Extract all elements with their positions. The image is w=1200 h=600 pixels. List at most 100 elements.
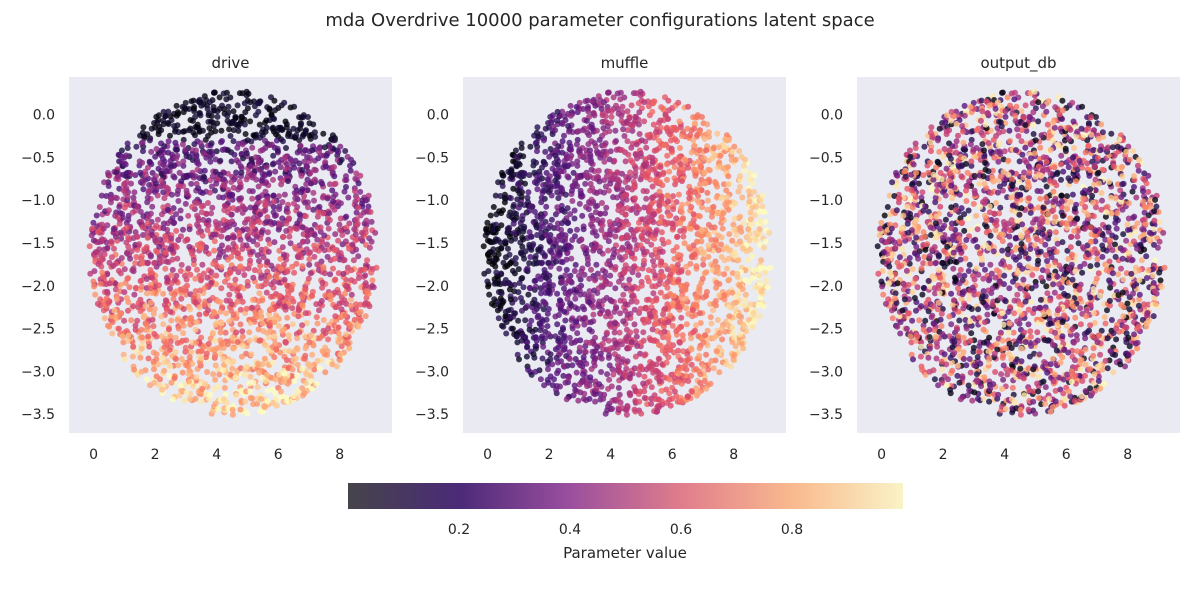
scatter-point xyxy=(306,155,313,161)
scatter-point xyxy=(137,308,144,315)
scatter-point xyxy=(230,138,237,145)
scatter-point xyxy=(562,379,569,386)
scatter-point xyxy=(218,320,225,327)
scatter-point xyxy=(205,200,211,206)
scatter-point xyxy=(230,345,237,352)
scatter-point xyxy=(162,297,169,304)
scatter-point xyxy=(174,317,181,323)
scatter-point xyxy=(636,398,643,405)
scatter-point xyxy=(216,94,223,101)
scatter-point xyxy=(112,212,119,219)
scatter-point xyxy=(493,269,500,276)
scatter-point xyxy=(747,246,754,253)
scatter-point xyxy=(159,354,166,361)
scatter-point xyxy=(225,147,231,154)
scatter-point xyxy=(142,303,149,309)
scatter-point xyxy=(256,268,263,275)
scatter-point xyxy=(601,189,607,196)
scatter-point xyxy=(697,371,704,378)
scatter-point xyxy=(234,122,241,129)
scatter-point xyxy=(685,103,692,110)
scatter-point xyxy=(583,204,590,210)
scatter-point xyxy=(338,156,345,163)
scatter-point xyxy=(650,268,657,275)
scatter-point xyxy=(692,172,699,179)
scatter-point xyxy=(201,285,208,292)
scatter-point xyxy=(194,166,201,173)
scatter-point xyxy=(581,306,588,313)
scatter-point xyxy=(590,311,597,318)
scatter-point xyxy=(113,296,120,303)
scatter-point xyxy=(246,329,253,336)
scatter-point xyxy=(249,195,256,202)
scatter-point xyxy=(264,329,270,336)
scatter-point xyxy=(557,338,564,345)
scatter-point xyxy=(221,384,228,391)
scatter-point xyxy=(618,117,625,124)
scatter-point xyxy=(185,212,192,219)
scatter-point xyxy=(742,277,749,284)
scatter-point xyxy=(213,272,220,279)
scatter-point xyxy=(112,280,119,287)
scatter-point xyxy=(617,310,624,317)
scatter-point xyxy=(139,129,146,136)
scatter-point xyxy=(552,170,559,177)
scatter-point xyxy=(160,225,167,232)
scatter-point xyxy=(515,204,522,211)
scatter-point xyxy=(244,282,251,289)
scatter-point xyxy=(745,226,752,233)
scatter-point xyxy=(153,373,160,380)
scatter-point xyxy=(150,176,157,183)
scatter-point xyxy=(563,266,570,273)
scatter-point xyxy=(247,99,254,106)
scatter-point xyxy=(281,276,288,283)
scatter-point xyxy=(603,294,610,301)
scatter-point xyxy=(235,127,242,134)
scatter-point xyxy=(162,249,169,256)
scatter-point xyxy=(233,392,240,399)
scatter-point xyxy=(181,397,188,404)
scatter-point xyxy=(229,191,236,198)
scatter-point xyxy=(657,371,664,378)
scatter-point xyxy=(321,247,328,254)
scatter-point xyxy=(262,119,268,126)
scatter-point xyxy=(179,103,186,110)
scatter-point xyxy=(150,310,157,317)
scatter-point xyxy=(203,154,210,161)
scatter-point xyxy=(220,367,226,374)
scatter-point xyxy=(109,319,116,326)
scatter-point xyxy=(519,243,526,250)
scatter-point xyxy=(666,376,673,383)
scatter-point xyxy=(277,164,284,171)
scatter-point xyxy=(280,251,287,258)
scatter-point xyxy=(153,146,160,152)
scatter-point xyxy=(671,164,678,171)
scatter-point xyxy=(145,355,152,362)
scatter-point xyxy=(575,397,582,404)
scatter-point xyxy=(531,308,538,315)
scatter-point xyxy=(105,207,112,214)
scatter-point xyxy=(534,148,540,155)
scatter-point xyxy=(665,333,672,340)
scatter-point xyxy=(289,321,296,328)
scatter-point xyxy=(105,183,112,189)
scatter-point xyxy=(194,121,201,128)
scatter-point xyxy=(548,216,555,223)
scatter-point xyxy=(177,207,184,214)
scatter-point xyxy=(186,378,192,385)
scatter-point xyxy=(239,114,245,121)
scatter-point xyxy=(608,113,615,120)
scatter-point xyxy=(309,351,316,358)
scatter-point xyxy=(211,238,218,245)
scatter-point xyxy=(346,345,353,352)
scatter-point xyxy=(612,340,619,347)
scatter-point xyxy=(259,170,266,177)
scatter-point xyxy=(177,382,184,389)
scatter-point xyxy=(553,258,560,265)
scatter-point xyxy=(621,133,628,139)
scatter-point xyxy=(166,362,173,369)
scatter-point xyxy=(670,371,677,378)
scatter-point xyxy=(307,378,314,384)
scatter-point xyxy=(246,337,253,344)
scatter-point xyxy=(239,141,246,148)
